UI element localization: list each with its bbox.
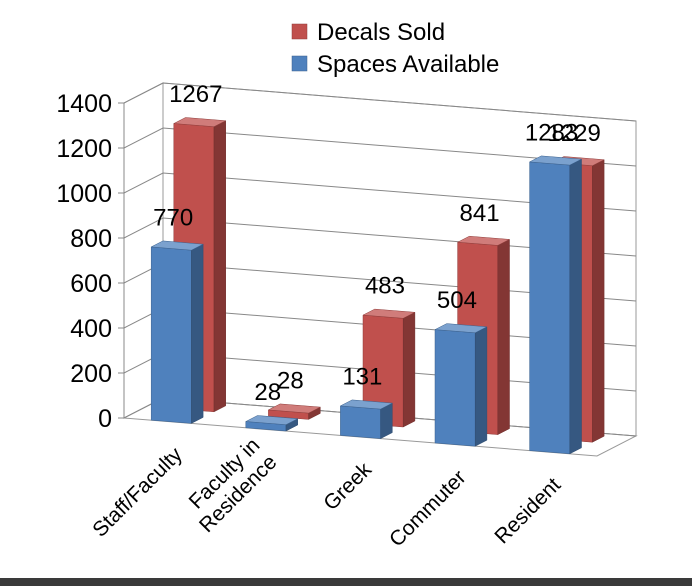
- data-label: 28: [277, 368, 304, 395]
- gridline: [123, 127, 637, 167]
- y-tick-label: 1400: [56, 90, 112, 118]
- bar-spaces-available: [528, 155, 583, 455]
- y-axis: 0 200 400 600 800 1000 1200 1400: [56, 90, 125, 433]
- bar-spaces-available: [434, 323, 488, 447]
- bars: [150, 117, 605, 455]
- legend-swatch-spaces-available: [291, 55, 308, 72]
- x-tick-label: Greek: [319, 458, 376, 515]
- bar-decals-sold: [362, 308, 416, 428]
- bar-spaces-available: [339, 399, 394, 440]
- data-labels: 1229 841 483 28 1267 1283 504 131 28 770: [153, 81, 601, 406]
- y-tick-label: 600: [70, 270, 112, 298]
- x-tick-label: Faculty inResidence: [178, 434, 281, 537]
- legend: Decals Sold Spaces Available: [291, 19, 499, 78]
- x-tick-label: Resident: [490, 473, 565, 548]
- y-tick-label: 0: [98, 405, 112, 433]
- y-tick-label: 1000: [56, 180, 112, 208]
- bar-spaces-available: [150, 240, 204, 424]
- y-tick-label: 400: [70, 315, 112, 343]
- gridline: [123, 172, 637, 212]
- bottom-border: [0, 578, 692, 586]
- gridline: [123, 82, 637, 122]
- data-label: 1267: [169, 81, 222, 108]
- bar-spaces-available: [244, 415, 299, 432]
- legend-label-spaces-available: Spaces Available: [317, 51, 499, 78]
- data-label: 1283: [525, 120, 578, 147]
- data-label: 1229: [547, 120, 600, 147]
- data-label: 841: [460, 200, 500, 227]
- y-tick-label: 200: [70, 360, 112, 388]
- data-label: 28: [254, 379, 281, 406]
- x-tick-label: Staff/Faculty: [88, 443, 187, 542]
- data-label: 131: [342, 364, 382, 391]
- x-tick-label: Commuter: [385, 466, 471, 552]
- y-tick-label: 800: [70, 225, 112, 253]
- data-label: 483: [365, 273, 405, 300]
- legend-label-decals-sold: Decals Sold: [317, 19, 445, 46]
- data-label: 770: [153, 205, 193, 232]
- data-label: 504: [437, 287, 477, 314]
- y-tick-label: 1200: [56, 135, 112, 163]
- legend-swatch-decals-sold: [291, 23, 308, 40]
